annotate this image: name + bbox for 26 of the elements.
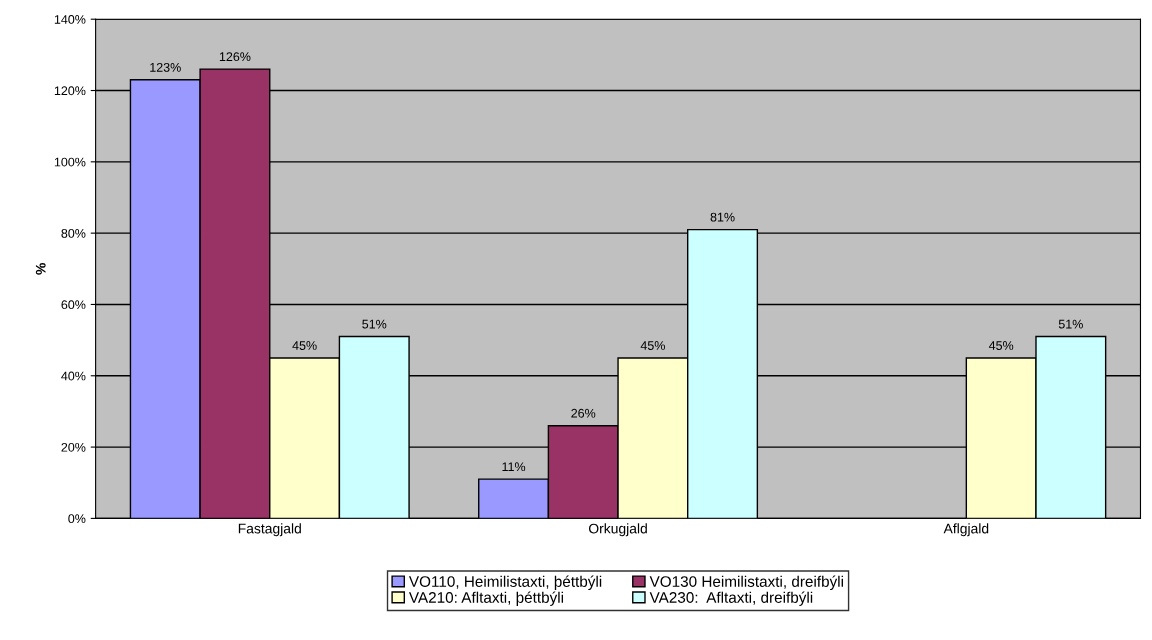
y-tick-label: 100% <box>54 157 86 167</box>
legend-label: VA210: Afltaxti, þéttbýli <box>408 591 564 606</box>
legend-label: VO130 Heimilistaxti, dreifbýli <box>649 575 843 590</box>
x-tick-label: Orkugjald <box>588 523 647 537</box>
y-tick-label: 40% <box>61 371 86 381</box>
data-label: 26% <box>571 408 596 418</box>
x-tick-label: Aflgjald <box>943 523 989 537</box>
x-tick-label: Fastagjald <box>238 523 301 537</box>
data-label: 51% <box>362 319 387 329</box>
y-tick-label: 0% <box>68 514 86 524</box>
data-label: 81% <box>710 212 735 222</box>
data-label: 126% <box>219 52 251 62</box>
data-label: 51% <box>1058 319 1083 329</box>
y-tick-label: 120% <box>54 86 86 96</box>
y-tick-label: 140% <box>54 15 86 24</box>
data-label: 11% <box>502 462 526 472</box>
y-tick-label: 60% <box>61 300 86 310</box>
legend-label: VO110, Heimilistaxti, þéttbýli <box>408 575 602 590</box>
y-tick-label: 80% <box>61 228 86 238</box>
data-label: 45% <box>292 341 317 350</box>
y-axis-title: % <box>35 262 46 275</box>
legend-label: VA230: Afltaxti, dreifbýli <box>649 591 813 606</box>
data-label: 45% <box>640 341 665 350</box>
y-tick-label: 20% <box>61 442 86 452</box>
data-label: 45% <box>988 341 1014 350</box>
data-label: 123% <box>150 62 181 72</box>
